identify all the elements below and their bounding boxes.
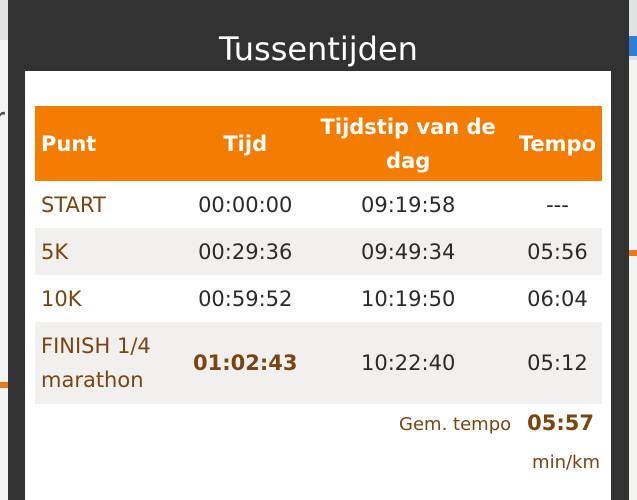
map-road (0, 40, 8, 500)
splits-card: Punt Tijd Tijdstip van de dag Tempo STAR… (25, 71, 611, 500)
split-time: 00:29:36 (187, 228, 304, 275)
map-route (0, 382, 8, 388)
average-pace-value: 05:57 (527, 411, 594, 435)
pace-unit: min/km (532, 452, 600, 473)
split-pace: 05:56 (512, 228, 602, 275)
table-row: FINISH 1/4 marathon 01:02:43 10:22:40 05… (35, 322, 602, 404)
table-header-row: Punt Tijd Tijdstip van de dag Tempo (35, 106, 602, 181)
map-road (629, 60, 637, 500)
table-row: 10K 00:59:52 10:19:50 06:04 (35, 275, 602, 322)
header-pace: Tempo (512, 106, 602, 181)
split-point: START (41, 192, 106, 217)
header-time: Tijd (187, 106, 304, 181)
split-time: 00:00:00 (198, 192, 293, 217)
map-marker (629, 36, 637, 56)
split-time-of-day: 10:22:40 (303, 322, 513, 404)
split-time-of-day: 09:19:58 (361, 192, 456, 217)
split-point: 5K (35, 228, 187, 275)
average-pace-label: Gem. tempo (399, 414, 512, 435)
table-row: 5K 00:29:36 09:49:34 05:56 (35, 228, 602, 275)
map-route (629, 250, 637, 256)
split-pace: 05:12 (512, 322, 602, 404)
average-pace: Gem. tempo 05:57 (399, 411, 594, 435)
split-point: 10K (41, 286, 82, 311)
split-time: 00:59:52 (198, 286, 293, 311)
table-row: START 00:00:00 09:19:58 --- (35, 181, 602, 228)
split-pace: 06:04 (527, 286, 588, 311)
dialog-title: Tussentijden (219, 30, 418, 68)
splits-dialog: Tussentijden Punt Tijd Tijdstip van de d… (8, 0, 629, 500)
splits-table: Punt Tijd Tijdstip van de dag Tempo STAR… (35, 106, 602, 404)
split-pace: --- (546, 192, 569, 217)
header-point: Punt (35, 106, 187, 181)
split-time-of-day: 10:19:50 (361, 286, 456, 311)
header-time-of-day: Tijdstip van de dag (303, 106, 513, 181)
map-label-fragment: r (0, 100, 5, 139)
split-point: FINISH 1/4 marathon (35, 322, 187, 404)
split-time-of-day: 09:49:34 (303, 228, 513, 275)
split-time-finish: 01:02:43 (187, 322, 304, 404)
